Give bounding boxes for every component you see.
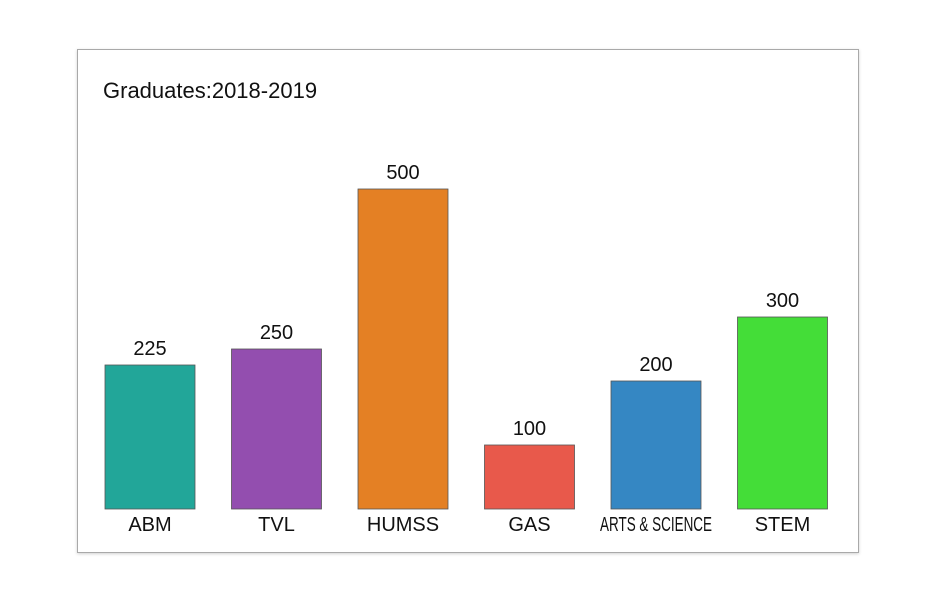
bar-chart: Graduates:2018-2019 225 250 500 100 200 300 A…: [103, 78, 828, 536]
category-label: HUMSS: [367, 514, 439, 536]
value-labels-layer: 225 250 500 100 200 300: [133, 162, 799, 440]
bar-humss: [357, 188, 449, 510]
bar-abm: [104, 364, 196, 510]
category-label: ARTS & SCIENCE: [600, 514, 712, 536]
value-label: 200: [639, 354, 672, 376]
bar-tvl: [231, 348, 322, 510]
chart-title: Graduates:2018-2019: [103, 78, 317, 103]
category-label: GAS: [508, 514, 550, 536]
chart-card: Graduates:2018-2019 225 250 500 100 200 300 A…: [77, 49, 859, 553]
bar-stem: [737, 316, 828, 510]
value-label: 100: [513, 418, 546, 440]
category-label: TVL: [258, 514, 295, 536]
category-labels-layer: ABM TVL HUMSS GAS ARTS & SCIENCE STEM: [128, 514, 810, 536]
value-label: 250: [260, 322, 293, 344]
value-label: 300: [766, 290, 799, 312]
value-label: 500: [386, 162, 419, 184]
category-label: STEM: [755, 514, 811, 536]
bars-layer: [104, 188, 828, 510]
bar-arts-science: [610, 380, 702, 510]
value-label: 225: [133, 338, 166, 360]
category-label: ABM: [128, 514, 171, 536]
bar-gas: [484, 444, 575, 510]
